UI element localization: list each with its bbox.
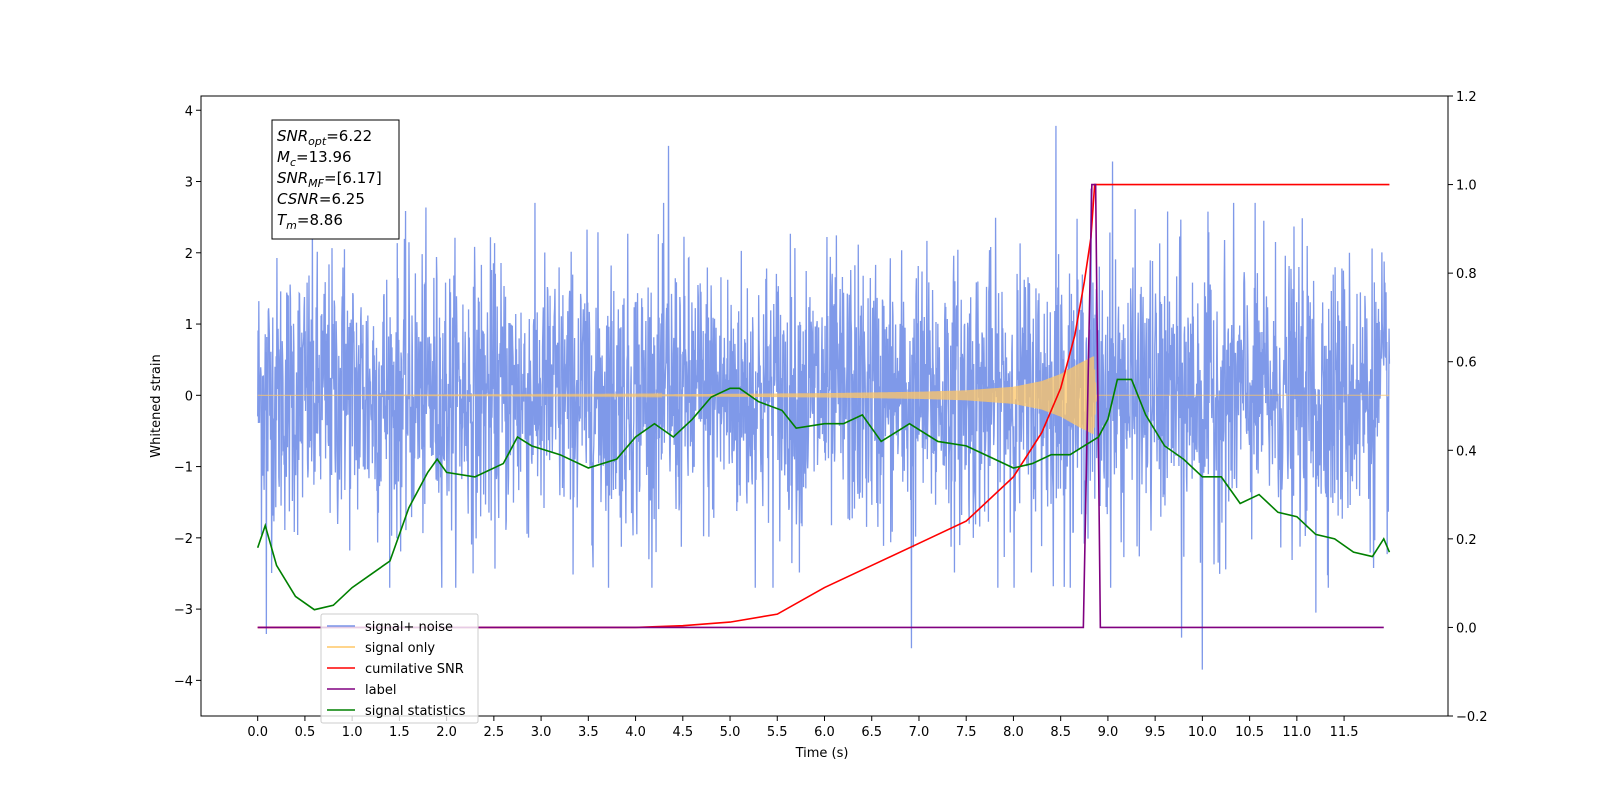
x-tick-label: 10.0 [1188,725,1217,740]
y-right-tick-label: 1.2 [1456,90,1477,105]
x-tick-label: 9.0 [1098,725,1119,740]
x-axis-title: Time (s) [795,746,849,761]
annotation-symbol: CSNR [277,190,319,208]
annotation-line: SNRMF=[6.17] [277,169,382,190]
x-tick-label: 2.0 [436,725,457,740]
legend: signal+ noise signal only cumilative SNR la… [320,613,479,724]
x-tick-label: 6.0 [814,725,835,740]
x-tick-label: 2.5 [484,725,505,740]
x-tick-label: 1.0 [342,725,363,740]
annotation-symbol: T [277,211,288,229]
x-tick-label: 0.0 [247,725,268,740]
x-tick-label: 11.5 [1330,725,1359,740]
legend-frame [320,613,479,724]
annotation-value: =6.22 [326,127,372,145]
annotation-line: Mc=13.96 [277,148,352,169]
legend-entry: signal statistics [365,704,466,719]
legend-entry: signal+ noise [365,620,453,635]
x-tick-label: 11.0 [1282,725,1311,740]
annotation-box: SNRopt=6.22Mc=13.96SNRMF=[6.17]CSNR=6.25… [271,119,400,240]
x-tick-label: 1.5 [389,725,410,740]
series-signal-noise [257,125,1391,670]
legend-entry: signal only [365,641,435,656]
y-right-tick-label: 1.0 [1456,179,1477,194]
series-signal-statistics [256,378,1391,611]
legend-entry: label [365,683,396,698]
x-tick-label: 4.5 [672,725,693,740]
y-right-tick-label: 0.0 [1456,621,1477,636]
x-tick-label: 9.5 [1145,725,1166,740]
x-tick-label: 0.5 [295,725,316,740]
annotation-subscript: MF [308,177,324,190]
x-tick-label: 3.0 [531,725,552,740]
legend-entry: cumilative SNR [365,662,464,677]
annotation-symbol: M [277,148,290,166]
y-left-tick-label: 2 [185,247,193,262]
x-tick-label: 4.0 [625,725,646,740]
y-right-tick-label: 0.6 [1456,356,1477,371]
annotation-value: =8.86 [297,211,343,229]
annotation-subscript: c [290,156,296,169]
y-right-tick-label: 0.2 [1456,533,1477,548]
y-axis-left: −4 −3 −2 −1 0 1 2 3 4 [174,104,201,689]
annotation-symbol: SNR [277,169,308,187]
x-tick-label: 6.5 [861,725,882,740]
y-left-tick-label: −1 [174,461,193,476]
y-left-tick-label: 3 [185,176,193,191]
annotation-symbol: SNR [277,127,308,145]
x-tick-label: 7.5 [956,725,977,740]
x-tick-label: 7.0 [909,725,930,740]
y-right-tick-label: 0.4 [1456,444,1477,459]
annotation-line: CSNR=6.25 [277,190,365,208]
y-left-tick-label: −2 [174,532,193,547]
x-axis: 0.0 0.5 1.0 1.5 2.0 2.5 3.0 3.5 4.0 4.5 5.0 5.5 6.0 6… [247,716,1359,740]
series-cumilative-snr [257,183,1390,629]
x-tick-label: 5.5 [767,725,788,740]
x-tick-label: 5.0 [720,725,741,740]
y-left-tick-label: 0 [185,389,193,404]
annotation-subscript: opt [308,135,327,148]
x-tick-label: 10.5 [1235,725,1264,740]
x-tick-label: 3.5 [578,725,599,740]
y-left-tick-label: −4 [174,674,193,689]
annotation-frame [271,119,400,240]
y-right-tick-label: −0.2 [1456,710,1488,725]
annotation-value: =13.96 [296,148,352,166]
y-left-tick-label: 4 [185,104,193,119]
plot-area [256,125,1391,670]
series-label [257,183,1384,629]
y-right-tick-label: 0.8 [1456,267,1477,282]
annotation-value: =[6.17] [324,169,382,187]
x-tick-label: 8.5 [1050,725,1071,740]
y-axis-title: Whitened strain [149,354,164,457]
y-axis-right: −0.2 0.0 0.2 0.4 0.6 0.8 1.0 1.2 [1448,90,1488,725]
annotation-line: SNRopt=6.22 [277,127,372,148]
x-tick-label: 8.0 [1003,725,1024,740]
series-signal-only [257,356,1390,435]
y-left-tick-label: 1 [185,318,193,333]
annotation-value: =6.25 [319,190,365,208]
annotation-subscript: m [286,219,297,232]
annotation-line: Tm=8.86 [277,211,343,232]
y-left-tick-label: −3 [174,603,193,618]
